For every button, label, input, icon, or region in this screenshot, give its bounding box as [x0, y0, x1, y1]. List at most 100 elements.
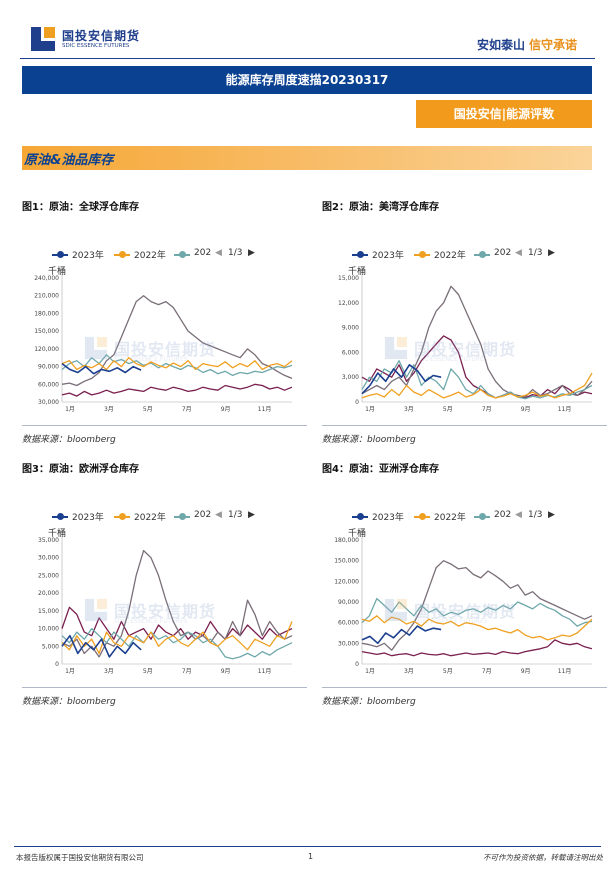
series-line [361, 597, 593, 627]
slogan-part-a: 安如泰山 [476, 38, 525, 52]
x-tick-label: 7月 [482, 668, 492, 675]
chart-area: 2023年 2022年 202 ◀ 1/3 ▶ 千桶 0 5,000 10,000 15,000 20… [22, 478, 307, 688]
legend-label: 2023年 [72, 251, 104, 261]
series-line [361, 560, 593, 651]
legend-label: 2023年 [372, 513, 404, 523]
watermark-subtext: SDIC ESSENCE FUTURES [114, 618, 188, 625]
legend-page: 1/3 [228, 510, 243, 520]
chart-title: 图2：原油：美湾浮仓库存 [322, 202, 439, 213]
series-line [61, 634, 142, 658]
legend-next-icon[interactable]: ▶ [548, 510, 555, 520]
y-tick-label: 35,000 [38, 537, 59, 544]
logo-icon [31, 27, 55, 51]
chart-area: 2023年 2022年 202 ◀ 1/3 ▶ 千桶 30,000 60,000 90,000 12… [22, 216, 307, 426]
y-tick-label: 12,000 [338, 300, 359, 307]
x-tick-label: 7月 [482, 406, 492, 413]
watermark-text: 国投安信期货 [414, 602, 517, 621]
legend-label: 2023年 [72, 513, 104, 523]
y-tick-label: 60,000 [338, 620, 359, 627]
series-line [361, 372, 593, 399]
data-source: 数据来源：bloomberg [22, 697, 116, 707]
report-subtitle: 国投安信|能源评数 [416, 100, 592, 128]
legend-next-icon[interactable]: ▶ [548, 248, 555, 258]
y-tick-label: 30,000 [338, 640, 359, 647]
legend-prev-icon[interactable]: ◀ [515, 510, 522, 520]
y-tick-label: 0 [355, 399, 359, 406]
legend-label: 202 [494, 510, 512, 520]
x-tick-label: 7月 [182, 668, 192, 675]
data-source: 数据来源：bloomberg [322, 435, 416, 445]
series-line [361, 625, 442, 645]
series-line [61, 354, 293, 377]
y-tick-label: 210,000 [34, 293, 59, 300]
series-line [361, 335, 593, 399]
x-tick-label: 11月 [258, 406, 272, 413]
watermark-text: 国投安信期货 [114, 340, 217, 359]
report-title: 能源库存周度速描20230317 [22, 66, 592, 94]
legend-page: 1/3 [528, 510, 543, 520]
x-tick-label: 9月 [521, 406, 531, 413]
series-line [61, 383, 293, 397]
data-source: 数据来源：bloomberg [22, 435, 116, 445]
legend-label: 2022年 [134, 251, 166, 261]
y-tick-label: 9,000 [342, 325, 359, 332]
axis-unit-label: 千桶 [348, 529, 367, 539]
watermark-text: 国投安信期货 [114, 602, 217, 621]
legend-dot-icon [479, 513, 486, 520]
chart-area: 2023年 2022年 202 ◀ 1/3 ▶ 千桶 0 30,000 60,000 90,000 1… [322, 478, 607, 688]
x-tick-label: 7月 [182, 406, 192, 413]
y-tick-label: 6,000 [342, 349, 359, 356]
x-tick-label: 1月 [365, 668, 375, 675]
y-tick-label: 20,000 [38, 590, 59, 597]
series-line [361, 639, 593, 657]
legend-page: 1/3 [528, 248, 543, 258]
legend-label: 2022年 [134, 513, 166, 523]
legend-next-icon[interactable]: ▶ [248, 248, 255, 258]
x-tick-label: 1月 [365, 406, 375, 413]
logo-subtext: SDIC ESSENCE FUTURES [62, 43, 130, 49]
x-tick-label: 9月 [221, 668, 231, 675]
section-header: 原油&油品库存 [22, 146, 592, 170]
y-tick-label: 240,000 [34, 275, 59, 282]
x-tick-label: 1月 [65, 406, 75, 413]
y-tick-label: 60,000 [38, 381, 59, 388]
legend-dot-icon [357, 513, 364, 520]
legend-next-icon[interactable]: ▶ [248, 510, 255, 520]
legend-dot-icon [419, 513, 426, 520]
watermark-subtext: SDIC ESSENCE FUTURES [414, 618, 488, 625]
series-line [361, 285, 593, 398]
x-tick-label: 3月 [404, 406, 414, 413]
series-line [361, 615, 593, 641]
x-tick-label: 1月 [65, 668, 75, 675]
legend-prev-icon[interactable]: ◀ [215, 248, 222, 258]
legend-label: 202 [494, 248, 512, 258]
footer-copyright: 本报告版权属于国投安信期货有限公司 [16, 853, 144, 862]
y-tick-label: 30,000 [38, 555, 59, 562]
legend-prev-icon[interactable]: ◀ [215, 510, 222, 520]
y-tick-label: 150,000 [34, 328, 59, 335]
line-chart: 0 3,000 6,000 9,000 12,000 15,000 1月 3月 5月 7月 9月 11… [338, 274, 593, 413]
x-tick-label: 5月 [143, 406, 153, 413]
series-line [61, 357, 293, 371]
section-title: 原油&油品库存 [24, 153, 114, 168]
legend-page: 1/3 [228, 248, 243, 258]
y-tick-label: 15,000 [338, 275, 359, 282]
legend-label: 2023年 [372, 251, 404, 261]
header-divider [20, 58, 595, 59]
legend-dot-icon [119, 251, 126, 258]
slogan-part-b: 信守承诺 [528, 38, 577, 52]
y-tick-label: 5,000 [42, 643, 59, 650]
logo-text: 国投安信期货 [62, 29, 141, 43]
x-tick-label: 11月 [558, 406, 572, 413]
x-tick-label: 3月 [104, 406, 114, 413]
legend-dot-icon [479, 251, 486, 258]
legend-dot-icon [179, 251, 186, 258]
legend-dot-icon [119, 513, 126, 520]
legend-dot-icon [57, 251, 64, 258]
line-chart: 0 5,000 10,000 15,000 20,000 25,000 30,000 35,0… [38, 536, 293, 675]
series-line [61, 621, 293, 655]
legend-prev-icon[interactable]: ◀ [515, 248, 522, 258]
x-tick-label: 11月 [558, 668, 572, 675]
legend-dot-icon [419, 251, 426, 258]
series-line [361, 364, 442, 395]
